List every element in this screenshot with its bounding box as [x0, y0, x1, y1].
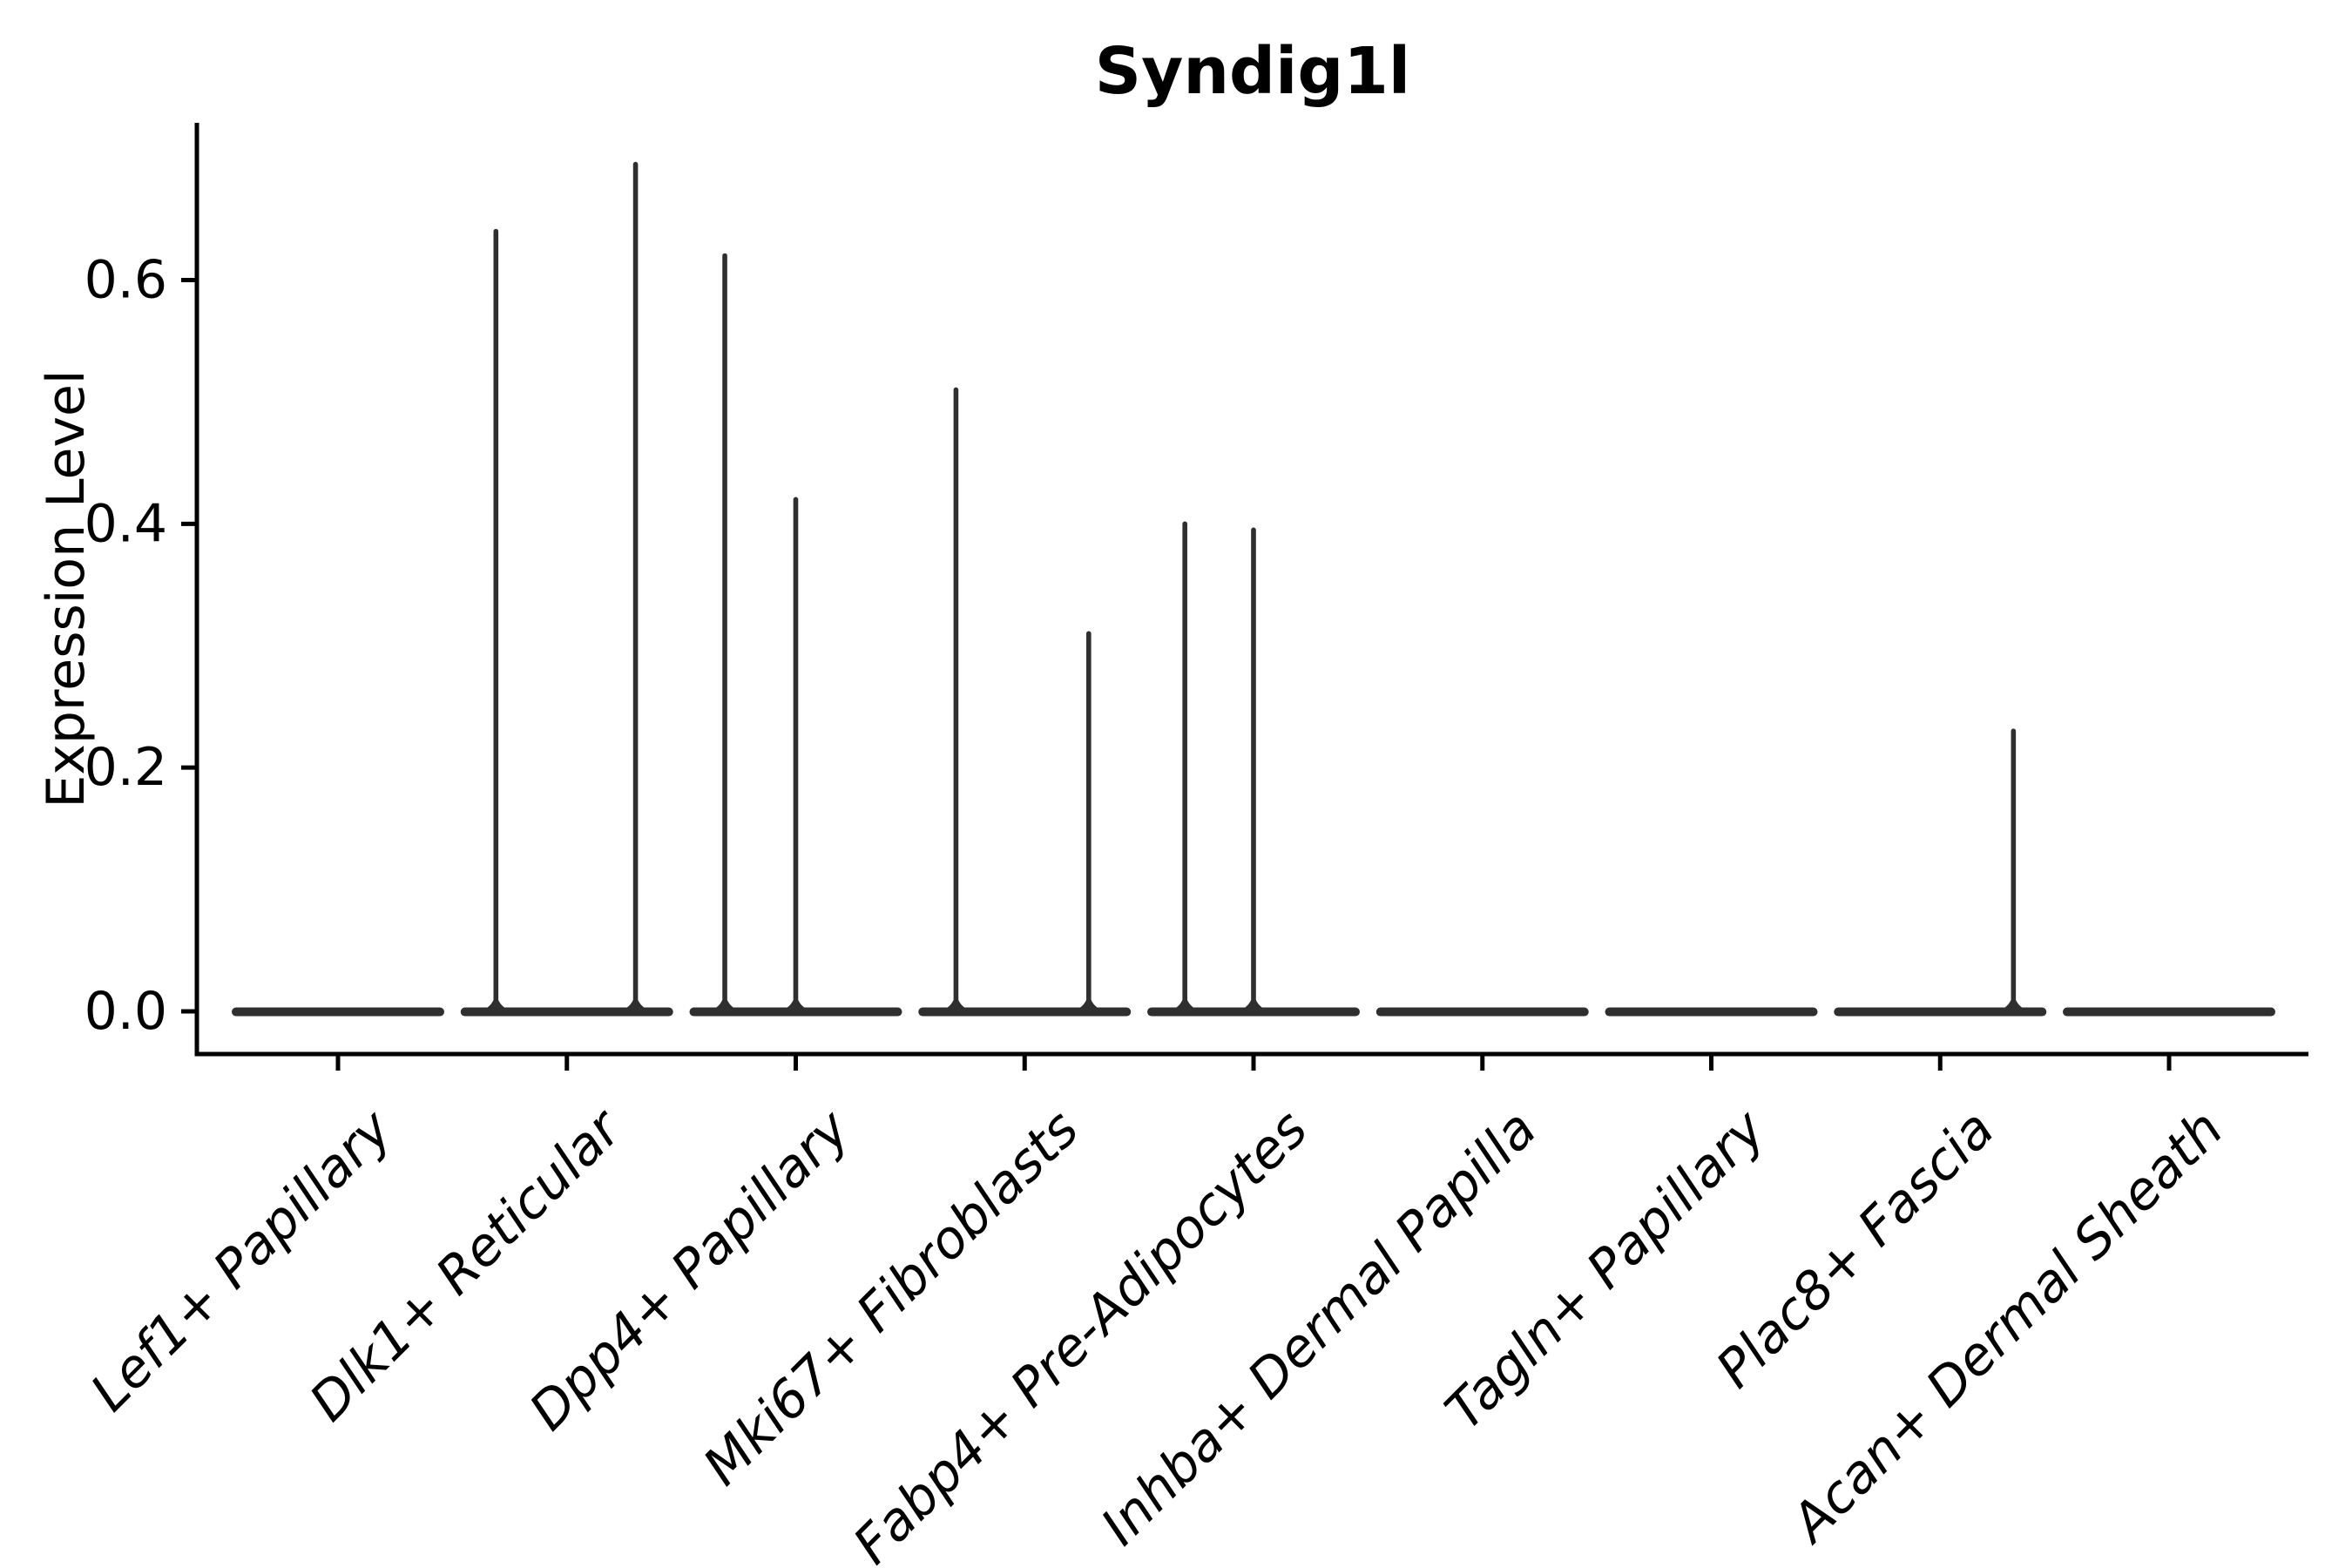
x-tick-label: Inhba+ Dermal Papilla	[1090, 1098, 1548, 1557]
violin-2	[689, 253, 902, 1017]
violin-4	[1147, 521, 1360, 1017]
y-tick-label: 0.0	[84, 981, 167, 1042]
violin-3	[918, 387, 1132, 1017]
y-axis-title: Expression Level	[36, 369, 97, 808]
y-tick-label: 0.4	[84, 493, 167, 554]
violin-7	[1834, 728, 2047, 1017]
x-tick-label: Acan+ Dermal Sheath	[1778, 1098, 2235, 1556]
violin-1	[460, 161, 673, 1017]
x-tick-label: Mki67+ Fibroblasts	[692, 1098, 1091, 1497]
chart-title: Syndig1l	[1094, 34, 1411, 109]
x-tick-label: Fabp4+ Pre-Adipocytes	[841, 1098, 1319, 1568]
y-tick-label: 0.2	[84, 737, 167, 798]
y-tick-label: 0.6	[84, 249, 167, 310]
